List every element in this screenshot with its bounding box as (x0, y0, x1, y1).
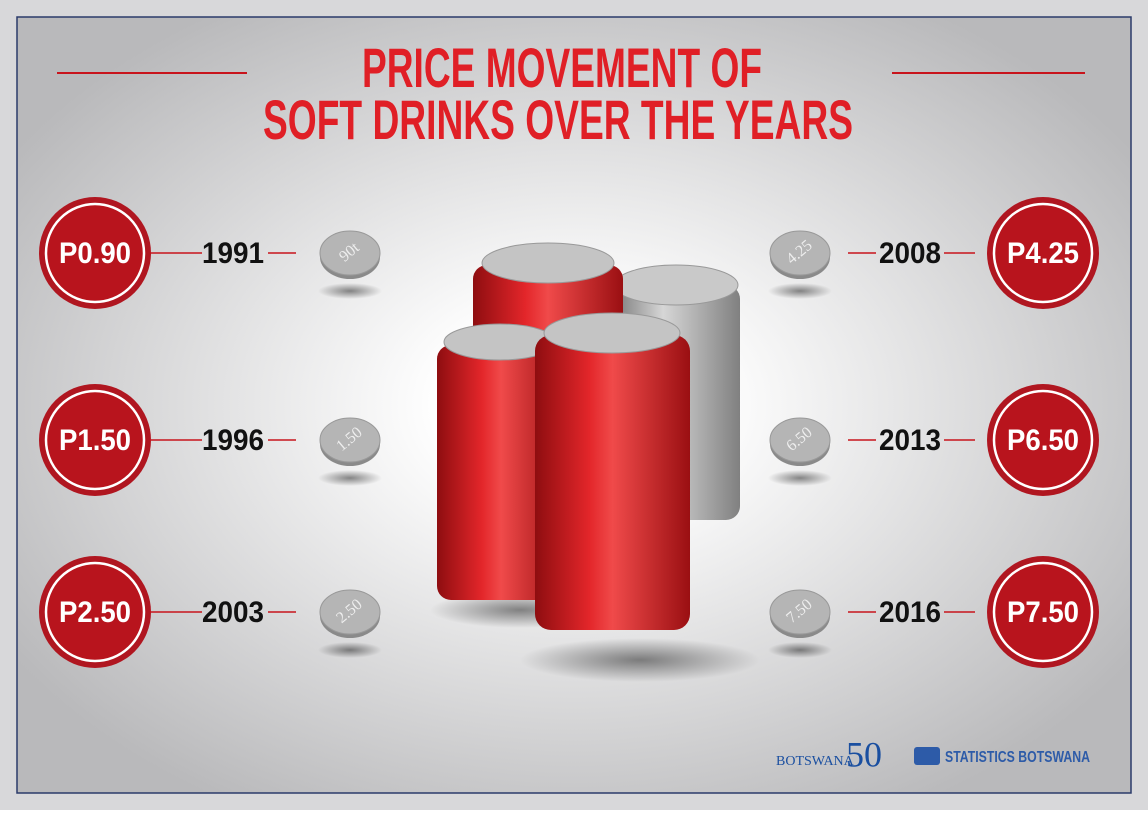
year: 2003 (202, 596, 264, 629)
logo-text: BOTSWANA (776, 754, 855, 769)
year: 2016 (879, 596, 941, 629)
logo-icon (914, 747, 940, 765)
year: 2008 (879, 237, 941, 270)
price: P2.50 (59, 596, 131, 629)
price: P6.50 (1007, 424, 1079, 457)
coin-shadow (318, 642, 382, 658)
year: 1991 (202, 237, 264, 270)
coin-shadow (318, 470, 382, 486)
coin-shadow (318, 283, 382, 299)
price: P0.90 (59, 237, 131, 270)
year: 1996 (202, 424, 264, 457)
year: 2013 (879, 424, 941, 457)
price: P4.25 (1007, 237, 1079, 270)
coin-shadow (768, 283, 832, 299)
title-line: SOFT DRINKS OVER THE YEARS (263, 88, 853, 151)
price: P7.50 (1007, 596, 1079, 629)
logo-text: STATISTICS BOTSWANA (945, 749, 1090, 766)
price: P1.50 (59, 424, 131, 457)
coin-shadow (768, 470, 832, 486)
coin-shadow (768, 642, 832, 658)
logo-mark: 50 (846, 734, 882, 774)
infographic: PRICE MOVEMENT OF SOFT DRINKS OVER THE Y… (0, 0, 1148, 810)
